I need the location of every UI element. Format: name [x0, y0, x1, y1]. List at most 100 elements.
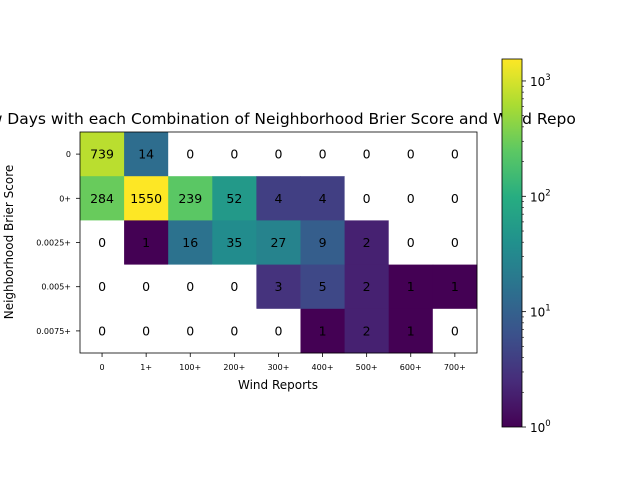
cell-value-label: 0	[407, 147, 415, 162]
x-axis-ticks: 0 1+ 100+ 200+ 300+ 400+ 500+ 600+ 700+	[100, 353, 466, 372]
heatmap-cell	[256, 220, 301, 265]
x-tick-label: 500+	[356, 363, 378, 372]
heatmap-cell	[80, 264, 125, 310]
cell-value-label: 3	[274, 279, 282, 294]
heatmap-cell	[388, 264, 434, 310]
heatmap-cell	[80, 220, 125, 265]
cell-value-label: 0	[319, 147, 327, 162]
cell-value-label: 239	[178, 191, 202, 206]
cell-value-label: 9	[319, 235, 327, 250]
heatmap-cell	[388, 132, 434, 177]
cell-value-label: 27	[270, 235, 286, 250]
heatmap-cell	[300, 132, 345, 177]
y-axis-label: Neighborhood Brier Score	[2, 165, 16, 320]
heatmap-cell	[212, 220, 257, 265]
y-tick-label: 0.0075+	[36, 327, 71, 336]
cell-value-label: 14	[138, 147, 154, 162]
heatmap-cell	[212, 264, 257, 310]
heatmap-cell	[212, 176, 257, 221]
heatmap-cell	[212, 308, 257, 354]
heatmap-cell	[256, 176, 301, 221]
heatmap-cell	[344, 132, 390, 177]
x-tick-label: 300+	[267, 363, 289, 372]
heatmap-cell	[256, 264, 301, 310]
x-tick-label: 700+	[444, 363, 466, 372]
cell-value-label: 4	[274, 191, 282, 206]
cell-value-label: 1	[142, 235, 150, 250]
y-tick-label: 0.005+	[41, 283, 71, 292]
heatmap-cell	[212, 132, 257, 177]
x-tick-label: 0	[100, 363, 105, 372]
cell-value-label: 0	[407, 235, 415, 250]
heatmap-cells	[80, 132, 478, 354]
x-tick-label: 400+	[312, 363, 334, 372]
heatmap-cell	[168, 220, 213, 265]
heatmap-cell	[344, 308, 390, 354]
cell-value-label: 16	[182, 235, 198, 250]
heatmap-cell	[388, 220, 434, 265]
cell-value-label: 52	[226, 191, 242, 206]
heatmap-cell	[256, 132, 301, 177]
heatmap-cell	[432, 308, 478, 354]
heatmap-cell	[388, 308, 434, 354]
cell-value-label: 0	[98, 235, 106, 250]
heatmap-cell	[388, 176, 434, 221]
cell-value-label: 0	[274, 147, 282, 162]
cell-value-label: 0	[142, 323, 150, 338]
cell-value-label: 0	[274, 323, 282, 338]
y-tick-label: 0	[66, 150, 71, 159]
cell-value-label: 1	[407, 323, 415, 338]
heatmap-cell	[300, 264, 345, 310]
cell-value-label: 0	[186, 323, 194, 338]
chart-title: ew Days with each Combination of Neighbo…	[0, 110, 576, 128]
heatmap-cell	[344, 176, 390, 221]
cell-value-label: 0	[451, 235, 459, 250]
cell-value-label: 0	[230, 323, 238, 338]
heatmap-cell	[432, 176, 478, 221]
y-tick-label: 0+	[59, 194, 71, 203]
cell-value-label: 0	[451, 191, 459, 206]
cell-value-label: 0	[186, 147, 194, 162]
heatmap-cell	[432, 264, 478, 310]
heatmap-cell	[432, 220, 478, 265]
heatmap-cell	[124, 220, 169, 265]
heatmap-cell	[124, 132, 169, 177]
cell-value-label: 35	[226, 235, 242, 250]
cell-value-label: 4	[319, 191, 327, 206]
heatmap-cell	[80, 176, 125, 221]
heatmap-cell	[300, 220, 345, 265]
colorbar-gradient	[502, 59, 522, 427]
cell-value-label: 739	[90, 147, 114, 162]
x-tick-label: 1+	[140, 363, 152, 372]
colorbar-tick-label: 102	[530, 188, 551, 204]
cell-value-label: 0	[186, 279, 194, 294]
heatmap-cell	[124, 308, 169, 354]
heatmap-cell	[168, 132, 213, 177]
cell-value-label: 2	[363, 235, 371, 250]
colorbar-tick-label: 101	[530, 304, 551, 320]
colorbar-tick-label: 100	[530, 419, 551, 435]
heatmap-cell	[432, 132, 478, 177]
cell-value-label: 1550	[130, 191, 162, 206]
x-axis-label: Wind Reports	[238, 378, 318, 392]
cell-value-label: 0	[363, 191, 371, 206]
cell-value-label: 284	[90, 191, 114, 206]
cell-value-label: 0	[98, 323, 106, 338]
heatmap-cell	[80, 132, 125, 177]
cell-value-label: 1	[407, 279, 415, 294]
heatmap-cell	[168, 264, 213, 310]
colorbar: 100 101 102 103	[501, 58, 551, 435]
x-tick-label: 100+	[179, 363, 201, 372]
heatmap-cell	[124, 176, 169, 221]
cell-value-label: 0	[142, 279, 150, 294]
heatmap-cell	[168, 308, 213, 354]
cell-value-label: 2	[363, 323, 371, 338]
colorbar-ticks: 100 101 102 103	[522, 73, 551, 435]
cell-value-label: 1	[451, 279, 459, 294]
heatmap-cell	[344, 220, 390, 265]
x-tick-label: 600+	[400, 363, 422, 372]
colorbar-frame	[501, 58, 523, 428]
colorbar-tick-label: 103	[530, 73, 551, 89]
heatmap-cell	[344, 264, 390, 310]
